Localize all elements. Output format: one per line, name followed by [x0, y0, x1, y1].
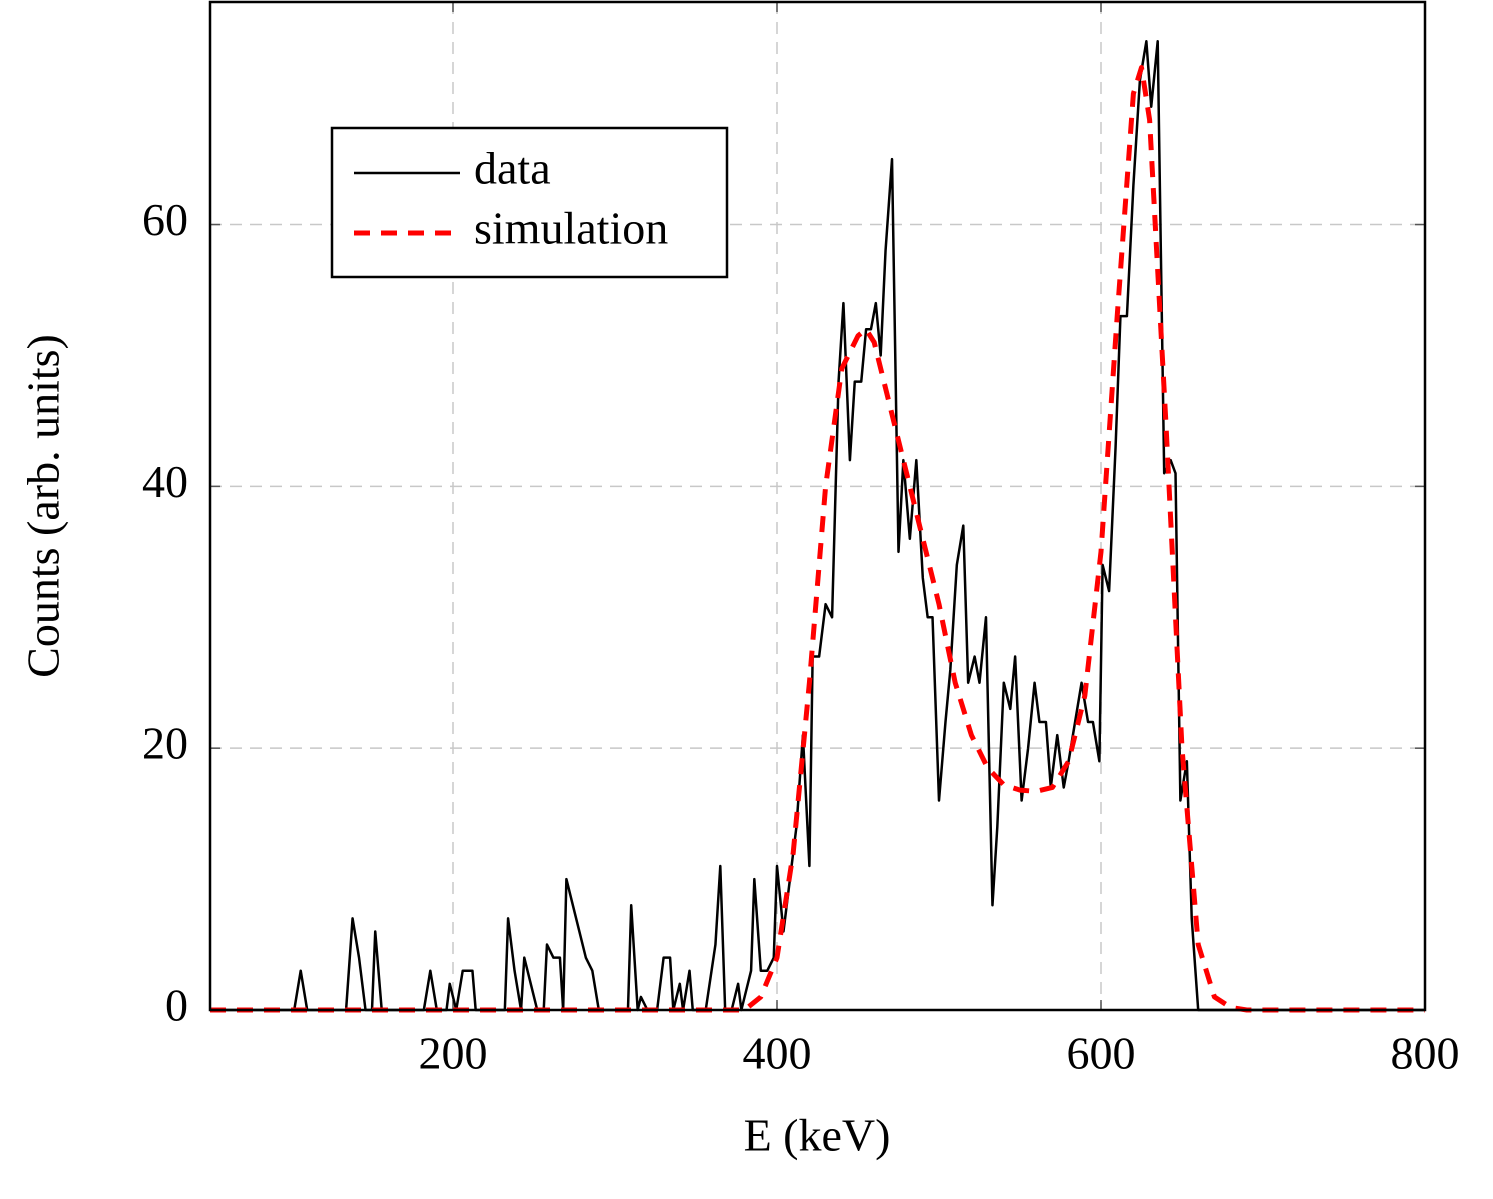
y-tick-label: 0	[165, 980, 188, 1031]
y-tick-label: 40	[142, 456, 188, 507]
x-tick-label: 600	[1067, 1028, 1136, 1079]
x-tick-label: 200	[419, 1028, 488, 1079]
legend-box	[330, 126, 729, 279]
legend-label: simulation	[474, 203, 668, 254]
legend-label: data	[474, 143, 551, 194]
y-tick-label: 20	[142, 718, 188, 769]
x-tick-label: 400	[743, 1028, 812, 1079]
y-axis-label: Counts (arb. units)	[18, 334, 69, 678]
line-series	[210, 64, 1425, 1013]
x-axis-label: E (keV)	[744, 1110, 891, 1161]
y-tick-label: 60	[142, 194, 188, 245]
plot-frame	[208, 0, 1427, 1012]
line-series	[210, 40, 1425, 1012]
x-tick-label: 800	[1391, 1028, 1460, 1079]
